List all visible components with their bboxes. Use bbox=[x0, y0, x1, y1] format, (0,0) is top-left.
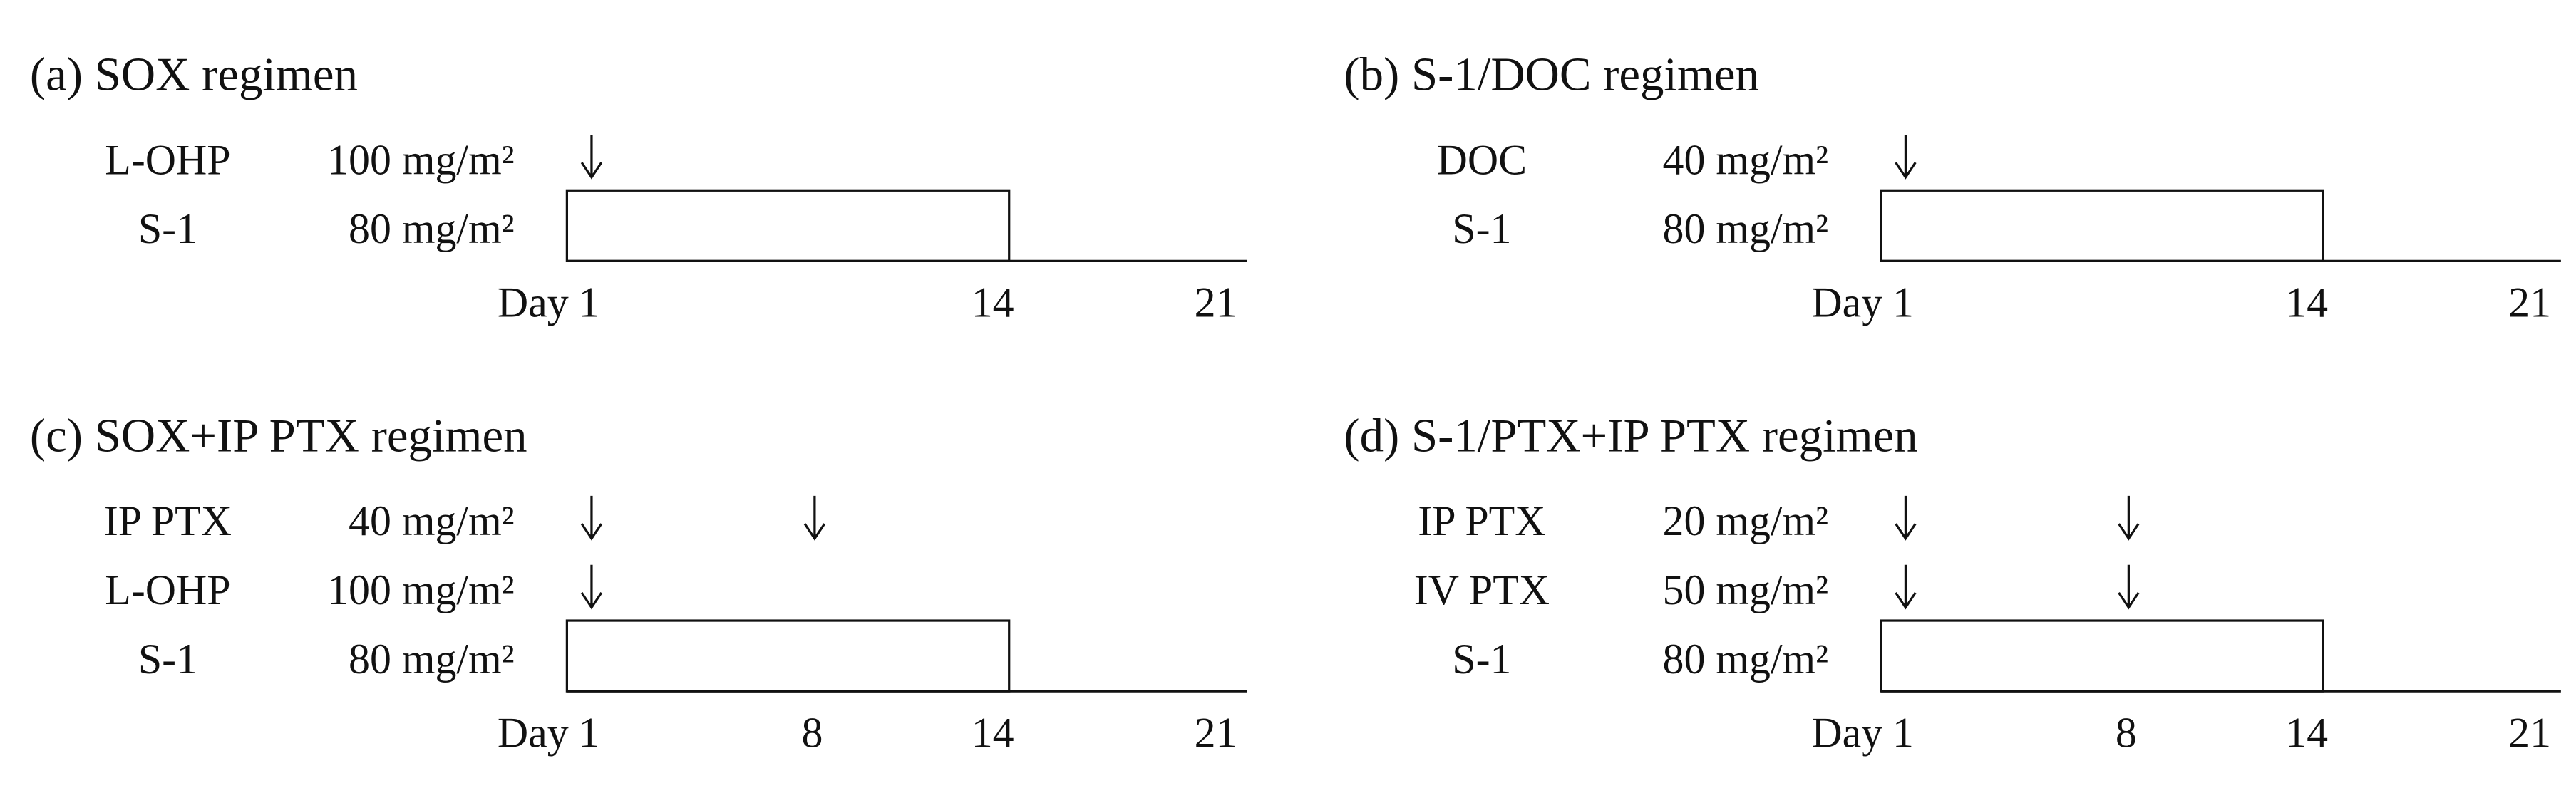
day-label: 1 bbox=[1892, 279, 1914, 326]
dose-label: 80 mg/m² bbox=[1662, 636, 1828, 683]
drug-label: L-OHP bbox=[105, 566, 230, 613]
day-label: 21 bbox=[1195, 709, 1237, 756]
dose-arrow bbox=[2118, 564, 2140, 610]
treatment-box bbox=[1880, 619, 2324, 693]
dose-arrow bbox=[803, 495, 826, 541]
day-label: 14 bbox=[2285, 709, 2328, 756]
dose-label: 20 mg/m² bbox=[1662, 497, 1828, 544]
day-label: 14 bbox=[972, 279, 1014, 326]
dose-arrow bbox=[580, 495, 603, 541]
dose-label: 100 mg/m² bbox=[327, 566, 515, 613]
panel-title: (a) SOX regimen bbox=[30, 48, 358, 101]
drug-label: S-1 bbox=[1452, 636, 1511, 683]
dose-label: 50 mg/m² bbox=[1662, 566, 1828, 613]
day-label: 21 bbox=[2508, 279, 2551, 326]
dose-arrow bbox=[2118, 495, 2140, 541]
dose-arrow bbox=[580, 134, 603, 180]
day-label: 8 bbox=[2116, 709, 2137, 756]
treatment-box bbox=[565, 619, 1011, 693]
day-label: 21 bbox=[2508, 709, 2551, 756]
drug-label: S-1 bbox=[1452, 205, 1511, 252]
day-label: 1 bbox=[1892, 709, 1914, 756]
dose-label: 80 mg/m² bbox=[349, 205, 515, 252]
panel-title: (b) S-1/DOC regimen bbox=[1344, 48, 1759, 101]
treatment-box bbox=[1880, 189, 2324, 263]
drug-label: DOC bbox=[1437, 136, 1527, 183]
dose-label: 80 mg/m² bbox=[1662, 205, 1828, 252]
drug-label: S-1 bbox=[138, 205, 197, 252]
dose-arrow bbox=[1895, 134, 1917, 180]
dose-arrow bbox=[1895, 495, 1917, 541]
day-prefix: Day bbox=[498, 709, 569, 756]
drug-label: L-OHP bbox=[105, 136, 230, 183]
day-label: 1 bbox=[579, 709, 600, 756]
day-label: 1 bbox=[579, 279, 600, 326]
dose-label: 40 mg/m² bbox=[1662, 136, 1828, 183]
day-label: 14 bbox=[2285, 279, 2328, 326]
dose-arrow bbox=[580, 564, 603, 610]
panel-title: (c) SOX+IP PTX regimen bbox=[30, 410, 527, 462]
drug-label: IV PTX bbox=[1414, 566, 1550, 613]
day-prefix: Day bbox=[498, 279, 569, 326]
drug-label: IP PTX bbox=[104, 497, 232, 544]
treatment-box bbox=[565, 189, 1011, 263]
drug-label: S-1 bbox=[138, 636, 197, 683]
day-prefix: Day bbox=[1811, 279, 1882, 326]
day-label: 14 bbox=[972, 709, 1014, 756]
dose-label: 100 mg/m² bbox=[327, 136, 515, 183]
dose-label: 40 mg/m² bbox=[349, 497, 515, 544]
dose-arrow bbox=[1895, 564, 1917, 610]
day-label: 21 bbox=[1195, 279, 1237, 326]
day-prefix: Day bbox=[1811, 709, 1882, 756]
dose-label: 80 mg/m² bbox=[349, 636, 515, 683]
panel-title: (d) S-1/PTX+IP PTX regimen bbox=[1344, 410, 1917, 462]
drug-label: IP PTX bbox=[1418, 497, 1545, 544]
day-label: 8 bbox=[801, 709, 823, 756]
